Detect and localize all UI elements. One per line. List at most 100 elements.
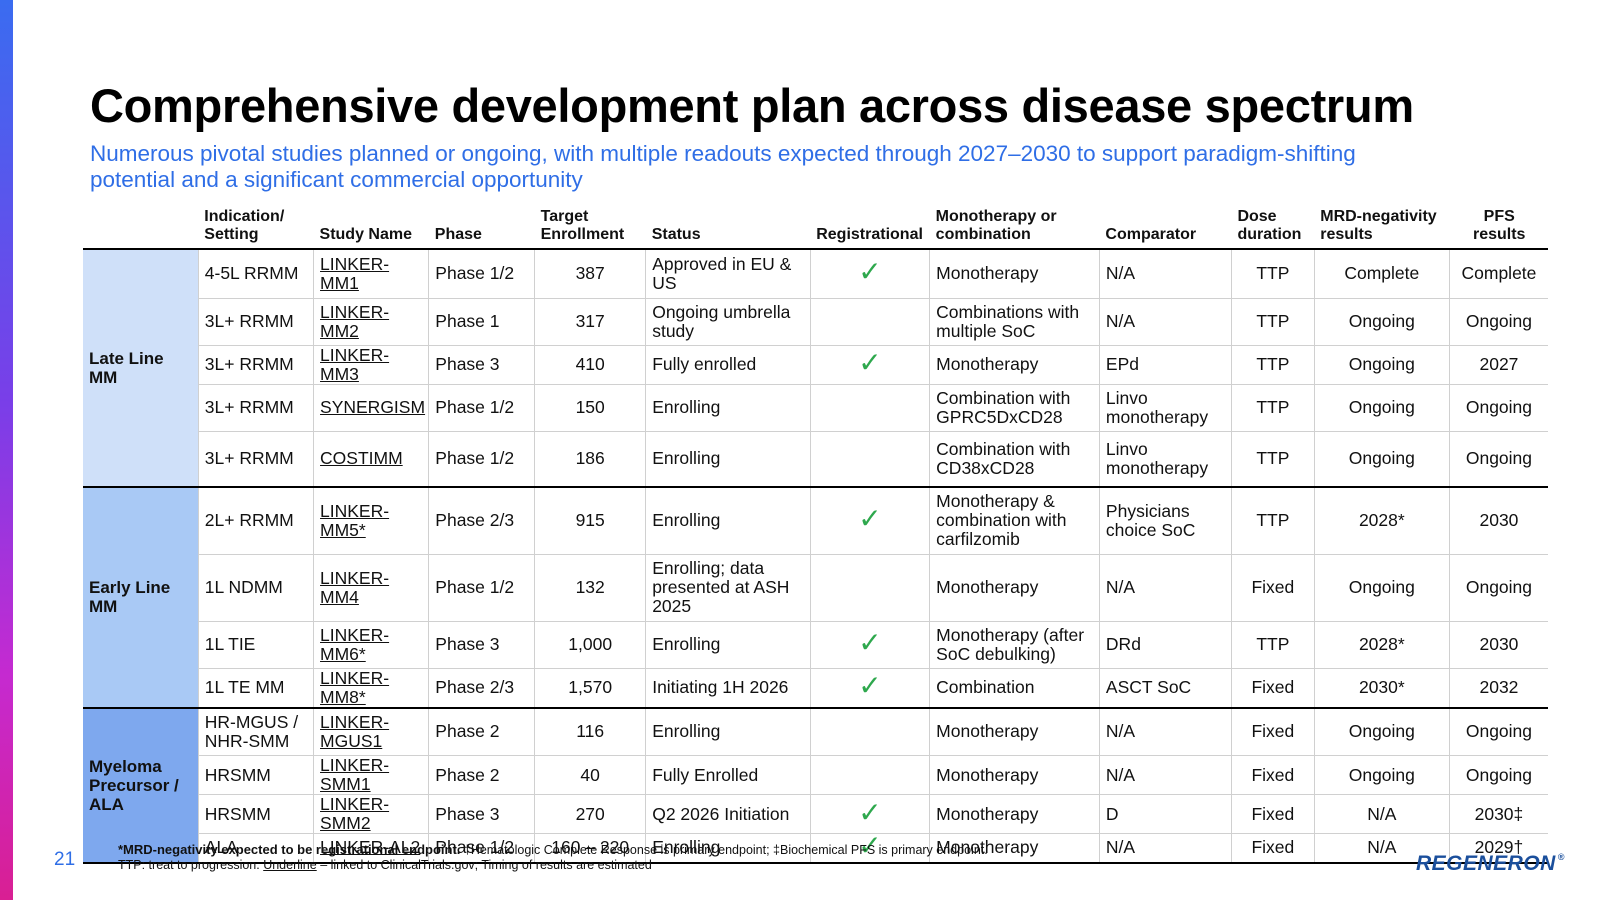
cell-indication: 3L+ RRMM bbox=[198, 431, 315, 488]
cell-mrd: Complete bbox=[1314, 249, 1450, 299]
cell-enrollment: 116 bbox=[534, 707, 647, 756]
cell-indication: 2L+ RRMM bbox=[198, 487, 315, 555]
cell-indication: HRSMM bbox=[198, 755, 315, 795]
page-title: Comprehensive development plan across di… bbox=[90, 79, 1414, 132]
study-link[interactable]: LINKER-MGUS1 bbox=[320, 711, 390, 751]
study-link[interactable]: LINKER-MM6* bbox=[320, 624, 390, 664]
cell-phase: Phase 1/2 bbox=[428, 431, 536, 488]
cell-pfs: 2027 bbox=[1449, 345, 1548, 385]
cell-pfs: Ongoing bbox=[1449, 384, 1548, 432]
cell-dose: Fixed bbox=[1231, 833, 1315, 864]
cell-indication: 3L+ RRMM bbox=[198, 298, 315, 346]
cell-therapy: Monotherapy & combination with carfilzom… bbox=[929, 487, 1100, 555]
cell-comparator: N/A bbox=[1099, 707, 1232, 756]
cell-comparator: N/A bbox=[1099, 755, 1232, 795]
group-label: Late Line MM bbox=[83, 249, 199, 488]
cell-study: LINKER-MGUS1 bbox=[313, 707, 430, 756]
header-indication: Indication/ Setting bbox=[198, 204, 314, 250]
study-link[interactable]: SYNERGISM bbox=[320, 397, 426, 417]
cell-therapy: Monotherapy bbox=[929, 794, 1100, 834]
table-header-row: Indication/ Setting Study Name Phase Tar… bbox=[83, 204, 1548, 250]
checkmark-icon: ✓ bbox=[858, 670, 882, 701]
cell-comparator: N/A bbox=[1099, 298, 1232, 346]
cell-therapy: Monotherapy bbox=[929, 554, 1100, 622]
cell-phase: Phase 2 bbox=[428, 755, 536, 795]
table-row: 3L+ RRMM COSTIMM Phase 1/2 186 Enrolling Comb… bbox=[83, 431, 1548, 488]
cell-study: LINKER-MM1 bbox=[313, 249, 430, 299]
cell-enrollment: 186 bbox=[534, 431, 647, 488]
cell-comparator: N/A bbox=[1099, 554, 1232, 622]
study-link[interactable]: LINKER-SMM2 bbox=[320, 794, 390, 833]
table-row: HRSMM LINKER-SMM1 Phase 2 40 Fully Enrolled M… bbox=[83, 755, 1548, 795]
header-group bbox=[83, 204, 199, 250]
header-pfs: PFS results bbox=[1449, 204, 1548, 250]
cell-dose: Fixed bbox=[1231, 755, 1315, 795]
study-link[interactable]: LINKER-MM2 bbox=[320, 301, 390, 341]
cell-study: LINKER-SMM1 bbox=[313, 755, 430, 795]
cell-pfs: Complete bbox=[1449, 249, 1548, 299]
cell-comparator: Linvo monotherapy bbox=[1099, 431, 1232, 488]
cell-mrd: Ongoing bbox=[1314, 707, 1450, 756]
cell-mrd: Ongoing bbox=[1314, 345, 1450, 385]
cell-pfs: 2030 bbox=[1449, 487, 1548, 555]
study-link[interactable]: LINKER-MM4 bbox=[320, 567, 390, 607]
cell-pfs: 2032 bbox=[1449, 668, 1548, 709]
study-link[interactable]: LINKER-MM5* bbox=[320, 500, 390, 540]
cell-registrational: ✓ bbox=[810, 668, 931, 709]
cell-comparator: EPd bbox=[1099, 345, 1232, 385]
study-link[interactable]: LINKER-MM1 bbox=[320, 253, 390, 293]
cell-mrd: N/A bbox=[1314, 833, 1450, 864]
checkmark-icon: ✓ bbox=[858, 796, 882, 828]
cell-status: Enrolling bbox=[645, 621, 811, 669]
cell-comparator: D bbox=[1099, 794, 1232, 834]
header-mrd: MRD-negativity results bbox=[1314, 204, 1450, 250]
footnote-rest: †Hematologic Complete Response is primar… bbox=[460, 843, 988, 857]
cell-pfs: 2030‡ bbox=[1449, 794, 1548, 834]
header-comparator: Comparator bbox=[1099, 204, 1232, 250]
cell-pfs: Ongoing bbox=[1449, 431, 1548, 488]
header-status: Status bbox=[645, 204, 811, 250]
table-row: 3L+ RRMM SYNERGISM Phase 1/2 150 Enrolling Co… bbox=[83, 384, 1548, 432]
study-link[interactable]: LINKER-MM3 bbox=[320, 344, 390, 384]
table-row: Myeloma Precursor / ALA HR-MGUS / NHR-SMM… bbox=[83, 707, 1548, 864]
cell-therapy: Monotherapy (after SoC debulking) bbox=[929, 621, 1100, 669]
cell-indication: 4-5L RRMM bbox=[198, 249, 315, 299]
cell-pfs: 2029† bbox=[1449, 833, 1548, 864]
cell-registrational: ✓ bbox=[810, 794, 931, 834]
cell-enrollment: 410 bbox=[534, 345, 647, 385]
cell-mrd: 2028* bbox=[1314, 487, 1450, 555]
study-link[interactable]: LINKER-MM8* bbox=[320, 667, 390, 707]
cell-pfs: Ongoing bbox=[1449, 707, 1548, 756]
cell-study: COSTIMM bbox=[313, 431, 430, 488]
cell-indication: ALA bbox=[198, 833, 315, 864]
cell-registrational bbox=[810, 755, 931, 795]
group-label: Myeloma Precursor / ALA bbox=[83, 707, 199, 864]
cell-enrollment: 1,000 bbox=[534, 621, 647, 669]
cell-therapy: Monotherapy bbox=[929, 345, 1100, 385]
header-dose: Dose duration bbox=[1231, 204, 1315, 250]
cell-status: Enrolling bbox=[645, 833, 811, 864]
checkmark-icon: ✓ bbox=[858, 347, 882, 378]
checkmark-icon: ✓ bbox=[858, 503, 882, 535]
checkmark-icon: ✓ bbox=[858, 256, 882, 288]
cell-registrational: ✓ bbox=[810, 621, 931, 669]
cell-indication: 1L TE MM bbox=[198, 668, 315, 709]
cell-phase: Phase 1/2 bbox=[428, 554, 536, 622]
cell-enrollment: 40 bbox=[534, 755, 647, 795]
cell-phase: Phase 3 bbox=[428, 794, 536, 834]
cell-comparator: Physicians choice SoC bbox=[1099, 487, 1232, 555]
cell-comparator: DRd bbox=[1099, 621, 1232, 669]
cell-study: LINKER-MM5* bbox=[313, 487, 430, 555]
cell-dose: TTP bbox=[1231, 345, 1315, 385]
cell-mrd: Ongoing bbox=[1314, 298, 1450, 346]
study-link[interactable]: LINKER-AL2 bbox=[320, 837, 421, 858]
registered-mark-icon: ® bbox=[1557, 852, 1565, 862]
cell-pfs: Ongoing bbox=[1449, 755, 1548, 795]
study-link[interactable]: COSTIMM bbox=[320, 448, 403, 469]
cell-phase: Phase 1 bbox=[428, 298, 536, 346]
study-link[interactable]: LINKER-SMM1 bbox=[320, 755, 390, 794]
cell-pfs: 2030 bbox=[1449, 621, 1548, 669]
cell-status: Enrolling bbox=[645, 487, 811, 555]
cell-enrollment: 150 bbox=[534, 384, 647, 432]
header-registrational: Registrational bbox=[810, 204, 930, 250]
